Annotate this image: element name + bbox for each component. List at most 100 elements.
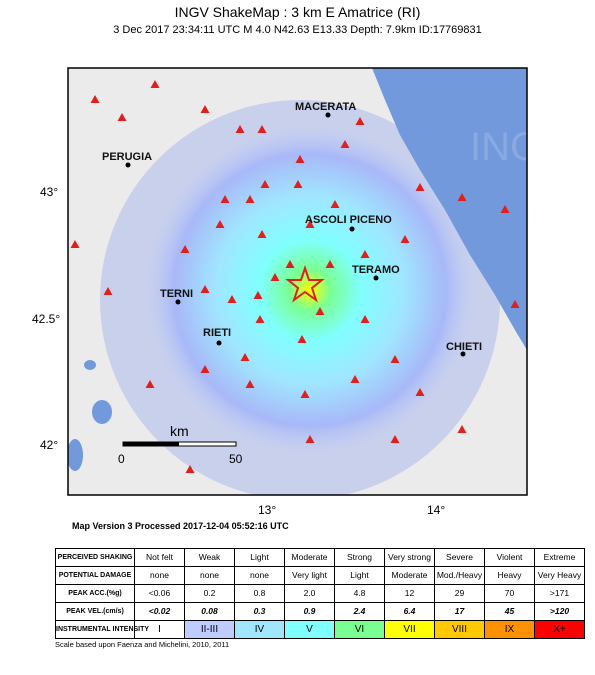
table-cell: IX [484, 620, 535, 639]
lake [68, 439, 83, 471]
station [180, 245, 190, 253]
station [150, 80, 160, 88]
station [457, 193, 467, 201]
map: INGV MACERATA PERUGIA ASCOLI PICENO TERA… [32, 67, 568, 517]
table-cell: <0.02 [134, 602, 185, 621]
station [145, 380, 155, 388]
table-cell: Light [334, 566, 385, 585]
watermark: INGV [470, 125, 568, 169]
intensity-table: PERCEIVED SHAKING Not felt Weak Light Modera… [55, 548, 585, 639]
table-cell: 0.08 [184, 602, 235, 621]
scale-label: 50 [229, 452, 243, 466]
lon-label: 13° [258, 503, 276, 517]
row-label: INSTRUMENTAL INTENSITY [55, 620, 149, 639]
table-cell: 0.2 [184, 584, 235, 603]
station [245, 195, 255, 203]
station [185, 465, 195, 473]
table-cell: Very light [284, 566, 335, 585]
lat-label: 42.5° [32, 312, 60, 326]
station [295, 155, 305, 163]
station [220, 195, 230, 203]
station [355, 117, 365, 125]
table-cell: >171 [534, 584, 585, 603]
station [360, 250, 370, 258]
cities: MACERATA PERUGIA ASCOLI PICENO TERAMO TE… [102, 101, 482, 357]
city-label: MACERATA [295, 101, 356, 113]
scale-note: Scale based upon Faenza and Michelini, 2… [55, 640, 230, 649]
table-cell: 0.3 [234, 602, 285, 621]
table-cell: none [134, 566, 185, 585]
station [500, 205, 510, 213]
table-row: PEAK ACC.(%g) <0.06 0.2 0.8 2.0 4.8 12 29 70 >171 [55, 584, 585, 603]
city-dot [373, 275, 379, 281]
city-label: CHIETI [446, 341, 482, 353]
map-version: Map Version 3 Processed 2017-12-04 05:52… [72, 521, 289, 531]
table-cell: Moderate [284, 548, 335, 567]
table-cell: Severe [434, 548, 485, 567]
table-cell: Moderate [384, 566, 435, 585]
station [305, 435, 315, 443]
station [200, 285, 210, 293]
table-cell: 0.9 [284, 602, 335, 621]
station [360, 315, 370, 323]
row-label: POTENTIAL DAMAGE [55, 566, 135, 585]
table-cell: none [234, 566, 285, 585]
shaking-zone [140, 120, 480, 460]
station [285, 260, 295, 268]
table-cell: >120 [534, 602, 585, 621]
city-label: PERUGIA [102, 151, 152, 163]
city-label: ASCOLI PICENO [305, 214, 392, 226]
city-dot [216, 340, 222, 346]
station [510, 300, 520, 308]
table-cell: VI [334, 620, 385, 639]
station [240, 353, 250, 361]
table-cell: II-III [184, 620, 235, 639]
city-dot [325, 112, 331, 118]
table-cell: 29 [434, 584, 485, 603]
table-cell: 12 [384, 584, 435, 603]
city-dot [349, 226, 355, 232]
table-cell: Light [234, 548, 285, 567]
table-row: INSTRUMENTAL INTENSITY I II-III IV V VI VII VII… [55, 620, 585, 639]
city-dot [125, 162, 131, 168]
table-cell: 45 [484, 602, 535, 621]
table-cell: 2.0 [284, 584, 335, 603]
table-cell: <0.06 [134, 584, 185, 603]
lat-label: 43° [40, 185, 58, 199]
table-cell: VIII [434, 620, 485, 639]
table-cell: Weak [184, 548, 235, 567]
scale-bar: km 0 50 [118, 423, 243, 466]
lake [92, 400, 112, 424]
station [325, 260, 335, 268]
map-subtitle: 3 Dec 2017 23:34:11 UTC M 4.0 N42.63 E13… [113, 24, 482, 36]
table-cell: 4.8 [334, 584, 385, 603]
table-cell: none [184, 566, 235, 585]
station [200, 105, 210, 113]
stations [70, 80, 520, 473]
scale-unit: km [170, 423, 189, 439]
station [315, 307, 325, 315]
table-cell: I [134, 620, 185, 639]
station [257, 125, 267, 133]
lon-label: 14° [427, 503, 445, 517]
station [390, 435, 400, 443]
map-title: INGV ShakeMap : 3 km E Amatrice (RI) [174, 4, 421, 20]
station [260, 180, 270, 188]
station [103, 287, 113, 295]
map-body: INGV MACERATA PERUGIA ASCOLI PICENO TERA… [68, 68, 568, 495]
table-cell: 70 [484, 584, 535, 603]
station [90, 95, 100, 103]
table-cell: Not felt [134, 548, 185, 567]
station [330, 200, 340, 208]
sea [372, 68, 527, 350]
table-cell: Strong [334, 548, 385, 567]
station [70, 240, 80, 248]
station [457, 425, 467, 433]
station [215, 220, 225, 228]
station [255, 315, 265, 323]
epicenter [285, 264, 325, 303]
table-row: POTENTIAL DAMAGE none none none Very light Li… [55, 566, 585, 585]
station [227, 295, 237, 303]
city-dot [175, 299, 181, 305]
